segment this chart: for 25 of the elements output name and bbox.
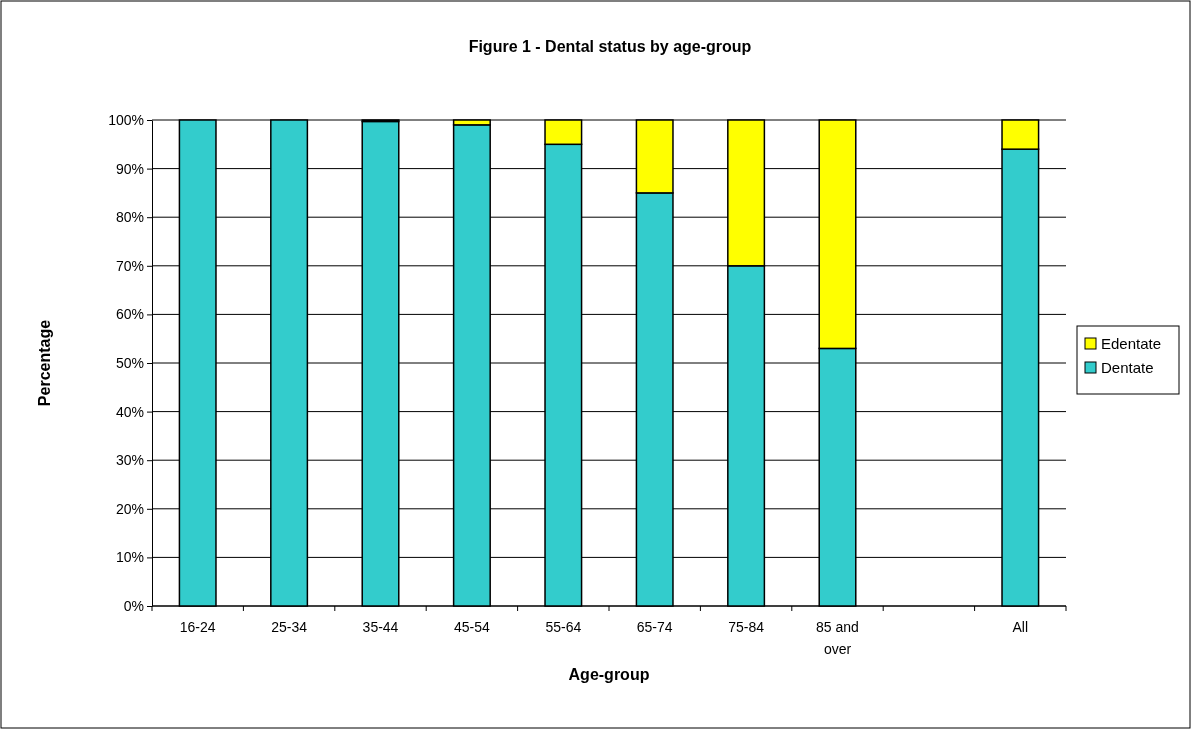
x-tick-label: 65-74 — [636, 619, 673, 635]
x-tick-label: 35-44 — [362, 619, 399, 635]
legend-label: Dentate — [1101, 359, 1154, 376]
y-tick-label: 10% — [115, 549, 144, 566]
x-axis-title: Age-group — [568, 666, 650, 683]
x-tick-label: 85 and over — [816, 619, 859, 657]
y-tick-label: 20% — [115, 500, 144, 517]
legend-label: Edentate — [1101, 335, 1162, 352]
y-tick-label: 80% — [115, 209, 144, 226]
x-tick-label: All — [1012, 619, 1029, 635]
x-tick-label: 75-84 — [728, 619, 765, 635]
y-tick-label: 50% — [115, 354, 144, 371]
y-tick-label: 90% — [115, 160, 144, 177]
y-tick-label: 40% — [115, 403, 144, 420]
y-tick-label: 30% — [115, 452, 144, 469]
y-axis-title: Percentage — [36, 319, 53, 407]
y-tick-label: 60% — [115, 306, 144, 323]
x-tick-label: 45-54 — [453, 619, 491, 635]
y-tick-label: 100% — [108, 111, 144, 128]
x-tick-label: 55-64 — [545, 619, 582, 635]
y-tick-label: 70% — [115, 257, 144, 274]
chart-title: Figure 1 - Dental status by age-group — [468, 38, 752, 55]
x-tick-label: 25-34 — [271, 619, 308, 635]
x-tick-label: 16-24 — [179, 619, 216, 635]
y-tick-label: 0% — [123, 597, 144, 614]
